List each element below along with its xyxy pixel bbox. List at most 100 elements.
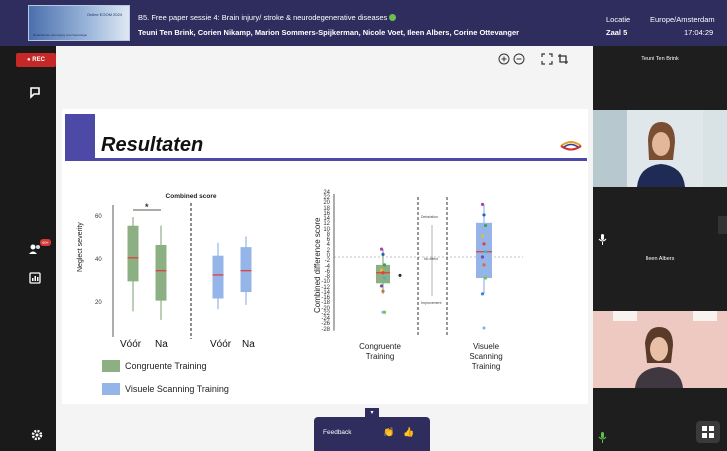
right-ytick: 12 [323, 221, 330, 228]
data-point [483, 223, 488, 228]
annotation-deterioration: Detoriation [421, 215, 438, 219]
right-ytick: 24 [323, 189, 330, 196]
record-button[interactable]: ● REC [16, 53, 56, 67]
annotation-improvement: Improvement [421, 301, 442, 305]
right-ytick: 8 [326, 231, 330, 238]
box-body [476, 222, 492, 279]
feedback-label: Feedback [323, 429, 352, 436]
left-xtick: Na [242, 339, 255, 350]
session-title: B5. Free paper sessie 4: Brain injury/ s… [138, 13, 397, 22]
box-body [240, 247, 252, 293]
event-logo: Online EOOM 2024 Nederlandse Vereniging … [28, 5, 130, 41]
right-ytick: -18 [321, 300, 330, 307]
clap-emoji-icon[interactable]: 👏 [383, 427, 395, 437]
right-ytick: 14 [323, 216, 330, 223]
left-xtick: Vóór [210, 339, 232, 350]
legend-swatch-visual [102, 383, 120, 395]
data-point [379, 284, 384, 288]
live-status-icon [389, 14, 397, 21]
right-ytick: -20 [321, 305, 330, 312]
grid-icon [702, 426, 714, 438]
crop-icon[interactable] [557, 53, 569, 65]
box-body [127, 225, 139, 282]
right-ytick: -8 [324, 274, 330, 281]
location-value: Zaal 5 [606, 28, 628, 37]
legend-label: Congruente Training [125, 361, 207, 371]
logo-title: Online EOOM 2024 [87, 12, 122, 17]
microphone-icon[interactable] [598, 234, 607, 245]
left-chart-title: Combined score [165, 193, 217, 200]
right-ytick: -22 [321, 310, 330, 317]
right-ytick: 16 [323, 210, 330, 217]
microphone-active-icon[interactable] [598, 432, 607, 443]
fit-screen-icon[interactable] [541, 53, 553, 65]
legend-swatch-congruent [102, 360, 120, 372]
data-point [482, 242, 486, 246]
right-chart-plot [333, 193, 523, 337]
data-point [480, 292, 485, 296]
outlier-point [398, 273, 402, 277]
data-point [381, 289, 385, 293]
logo-subtitle: Nederlandse Vereniging voor Neurologie [33, 33, 88, 37]
participants-badge: 99+ [40, 239, 51, 246]
feedback-toggle[interactable]: ▾ [365, 408, 379, 418]
session-title-text: B5. Free paper sessie 4: Brain injury/ s… [138, 13, 388, 22]
right-ytick: 2 [326, 247, 330, 254]
data-point [483, 276, 488, 280]
right-ytick: -10 [321, 279, 330, 286]
participant-video [593, 311, 727, 388]
chat-icon[interactable] [28, 85, 42, 99]
left-chart-plot [112, 203, 252, 339]
annotation-no-effect: No effect [424, 257, 438, 261]
left-ytick: 60 [95, 214, 102, 220]
box-body [212, 255, 224, 299]
layout-grid-button[interactable] [696, 421, 720, 443]
slide-divider [65, 158, 587, 161]
legend-label: Visuele Scanning Training [125, 384, 229, 394]
outlier-point [482, 326, 486, 330]
data-point [480, 234, 485, 238]
left-ytick: 20 [95, 300, 102, 306]
right-xlabel-congruent: Congruente Training [359, 342, 401, 361]
gear-icon[interactable] [30, 428, 44, 442]
right-ytick: 4 [326, 242, 330, 249]
slide-title: Resultaten [101, 134, 204, 156]
data-point [483, 250, 488, 254]
right-ytick: 10 [323, 226, 330, 233]
eye-logo-icon [560, 141, 582, 151]
right-ytick: 22 [323, 195, 330, 202]
right-ytick: -16 [321, 295, 330, 302]
right-ytick: -4 [324, 263, 330, 270]
data-point [381, 271, 385, 275]
right-ytick: -12 [321, 284, 330, 291]
participants-icon[interactable] [28, 242, 42, 256]
zoom-in-icon[interactable] [498, 53, 510, 65]
participants-panel [593, 46, 727, 451]
participant-name: Ileen Albers [645, 256, 675, 262]
right-ytick: 6 [326, 237, 330, 244]
data-point [379, 247, 384, 251]
left-ytick: 40 [95, 257, 102, 263]
poll-icon[interactable] [28, 271, 42, 285]
panel-scroll-right-icon[interactable] [718, 216, 727, 234]
data-point [381, 252, 385, 256]
data-point [382, 276, 387, 280]
left-sidebar [0, 46, 56, 451]
data-point [482, 263, 486, 267]
right-xlabel-visual: Visuele Scanning Training [469, 342, 503, 371]
clock: 17:04:29 [684, 28, 714, 37]
right-ytick: -6 [324, 268, 330, 275]
data-point [480, 202, 485, 206]
thumbs-up-icon[interactable]: 👍 [403, 427, 415, 437]
box-body [155, 244, 167, 301]
data-point [379, 268, 384, 272]
right-ytick: -26 [321, 321, 330, 328]
right-ytick: 0 [326, 253, 330, 259]
data-point [482, 213, 486, 217]
significance-marker: * [145, 202, 149, 212]
outlier-point [381, 310, 385, 314]
zoom-out-icon[interactable] [513, 53, 525, 65]
participant-video [593, 110, 727, 187]
right-ytick: -24 [321, 316, 330, 323]
